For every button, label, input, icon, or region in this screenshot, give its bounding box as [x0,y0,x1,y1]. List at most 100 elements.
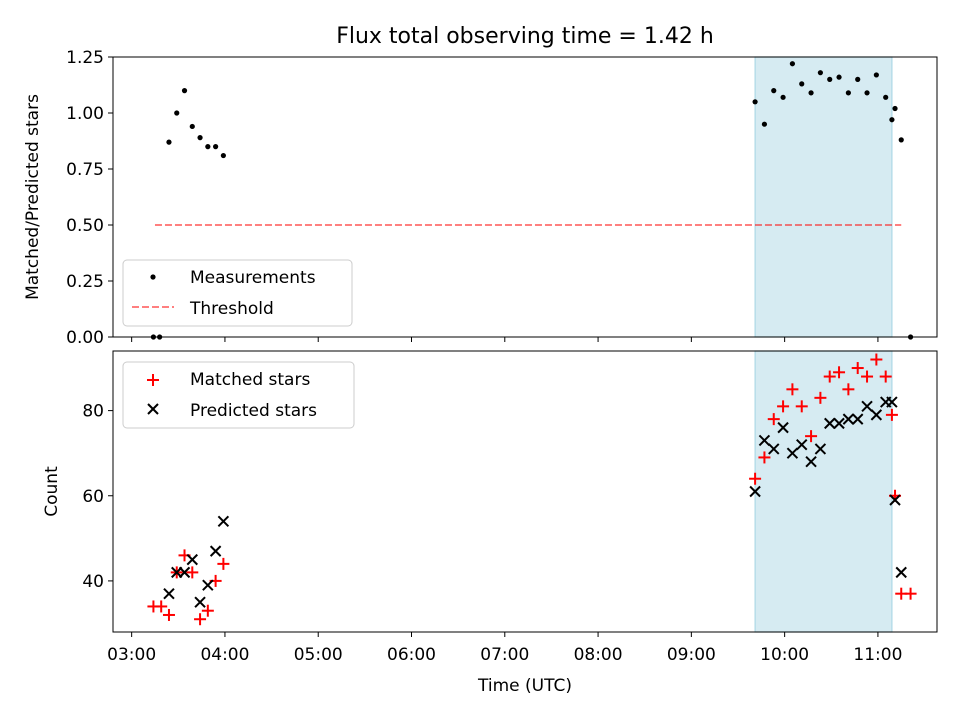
matched-star-point [767,413,780,426]
ratio-y-ticks: 0.00 0.25 0.50 0.75 1.00 1.25 [66,48,113,348]
legend-matched-label: Matched stars [190,370,310,390]
matched-star-point [786,383,799,396]
measurement-point [898,137,904,143]
measurement-point [780,94,786,100]
legend-measurements-marker [150,274,156,280]
matched-star-point [795,400,808,413]
measurement-point [827,76,833,82]
x-tick-label: 09:00 [667,645,716,665]
measurement-point [174,110,180,116]
y-tick-label: 0.25 [66,272,104,292]
matched-star-point [851,362,864,375]
x-tick-label: 08:00 [574,645,623,665]
count-legend: Matched stars Predicted stars [122,361,355,429]
count-y-axis-label: Count [42,466,62,517]
predicted-star-point [178,566,191,579]
y-tick-label: 60 [82,487,104,507]
matched-star-point [162,608,175,621]
predicted-star-point [796,438,808,451]
legend-predicted-label: Predicted stars [190,401,317,421]
matched-star-point [749,472,762,485]
matched-star-point [201,604,214,617]
count-panel: 03:00 04:00 05:00 06:00 07:00 08:00 09:00 10:00… [42,350,938,696]
matched-star-point [217,557,230,570]
measurement-point [883,94,889,100]
measurement-point [771,88,777,94]
legend-measurements-label: Measurements [190,268,316,288]
predicted-star-point [824,417,836,430]
ratio-legend-box [122,259,353,327]
predicted-star-point [889,494,901,506]
highlight-span [754,350,893,633]
count-y-ticks: 40 60 80 [82,402,113,592]
measurement-point [761,121,768,127]
predicted-star-point [217,515,230,528]
legend-predicted-marker [147,403,159,415]
measurement-point [892,105,898,112]
predicted-star-point [209,545,222,557]
predicted-star-point [833,417,845,430]
matched-star-point [833,366,846,379]
matched-star-point [194,613,207,626]
chart-title: Flux total observing time = 1.42 h [336,24,714,49]
predicted-star-point [777,421,789,434]
legend-threshold-label: Threshold [189,299,274,319]
predicted-star-point [186,553,198,566]
count-legend-box [122,361,355,429]
predicted-star-point [805,455,817,468]
measurement-point [181,88,188,94]
matched-star-point [186,566,199,579]
predicted-star-point [749,485,761,498]
predicted-star-point [202,579,214,591]
y-tick-label: 0.75 [66,160,104,180]
measurement-point [845,90,851,96]
matched-star-point [885,408,898,421]
count-x-ticks: 03:00 04:00 05:00 06:00 07:00 08:00 09:00 10:00… [107,632,902,665]
measurement-point [889,117,895,123]
measurement-point [799,81,805,87]
predicted-star-point [852,413,864,425]
matched-star-point [155,600,168,613]
y-tick-label: 40 [82,572,104,592]
x-tick-label: 10:00 [760,645,809,665]
y-tick-label: 1.25 [66,48,104,68]
measurement-point [189,123,195,130]
x-tick-label: 05:00 [294,645,343,665]
measurement-point [808,90,814,96]
x-tick-label: 11:00 [853,645,902,665]
measurement-points [150,61,914,340]
x-axis-label: Time (UTC) [477,676,572,696]
matched-star-point [758,451,771,464]
measurement-point [855,76,861,82]
matched-star-point [879,370,892,383]
predicted-star-point [814,443,827,455]
matched-star-point [814,391,827,404]
y-tick-label: 0.50 [66,216,104,236]
ratio-y-axis-label: Matched/Predicted stars [23,94,43,300]
measurement-point [205,144,211,150]
matched-star-point [870,353,883,366]
measurement-point [817,70,823,76]
legend-matched-marker [147,374,159,386]
y-tick-label: 1.00 [66,104,104,124]
matched-star-point [805,430,818,443]
predicted-star-point [768,443,780,455]
predicted-star-point [861,400,873,413]
x-tick-label: 03:00 [107,645,156,665]
predicted-star-point [895,566,907,579]
x-tick-label: 04:00 [200,645,249,665]
predicted-star-point [886,396,898,408]
y-tick-label: 80 [82,402,104,422]
count-plot-frame [112,350,938,633]
measurement-point [197,135,203,141]
measurement-point [752,99,758,105]
predicted-star-point [842,413,855,425]
measurement-point [873,72,879,78]
predicted-star-point [870,409,883,421]
matched-star-point [842,383,855,396]
ratio-plot-frame [112,56,938,338]
x-tick-label: 07:00 [480,645,529,665]
y-tick-label: 0.00 [66,328,104,348]
count-points [147,353,917,626]
